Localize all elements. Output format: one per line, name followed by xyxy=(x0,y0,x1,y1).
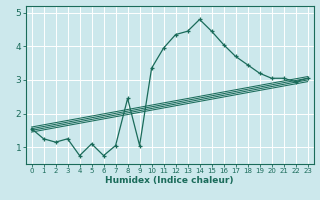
X-axis label: Humidex (Indice chaleur): Humidex (Indice chaleur) xyxy=(105,176,234,185)
